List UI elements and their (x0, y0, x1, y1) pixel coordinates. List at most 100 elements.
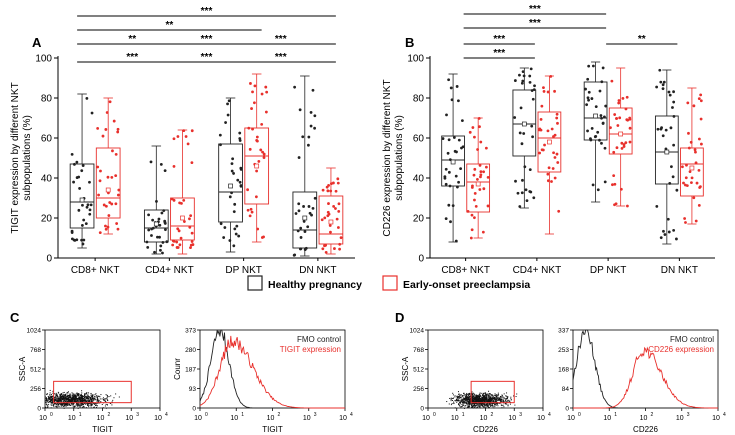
event-dot (62, 405, 64, 407)
event-dot (474, 397, 476, 399)
event-dot (62, 403, 64, 405)
event-dot (83, 399, 85, 401)
event-dot (484, 401, 486, 403)
data-point (553, 176, 557, 180)
event-dot (495, 400, 497, 402)
event-dot (509, 400, 511, 402)
event-dot (462, 401, 464, 403)
data-point (661, 134, 665, 138)
event-dot (56, 397, 58, 399)
event-dot (473, 401, 475, 403)
data-point (190, 161, 194, 165)
data-point (190, 129, 194, 133)
event-dot (471, 395, 473, 397)
data-point (255, 169, 259, 173)
significance-label: ** (638, 34, 646, 45)
event-dot (63, 405, 65, 407)
data-point (159, 248, 162, 252)
data-point (297, 156, 301, 159)
event-dot (71, 392, 73, 394)
event-dot (62, 398, 64, 400)
event-dot (473, 397, 475, 399)
event-dot (482, 404, 484, 406)
event-dot (80, 405, 82, 407)
event-dot (501, 407, 503, 409)
event-dot (57, 391, 59, 393)
event-dot (484, 396, 486, 398)
data-point (86, 203, 90, 207)
event-dot (481, 405, 483, 407)
event-dot (53, 400, 55, 402)
event-dot (59, 398, 61, 400)
data-point (260, 122, 264, 126)
event-dot (46, 393, 48, 395)
data-point (251, 127, 254, 131)
event-dot (473, 404, 475, 406)
event-dot (479, 398, 481, 400)
event-dot (77, 403, 79, 405)
event-dot (506, 403, 508, 405)
event-dot (98, 402, 100, 404)
event-dot (91, 400, 93, 402)
event-dot (59, 400, 61, 402)
event-dot (49, 398, 51, 400)
event-dot (491, 402, 493, 404)
event-dot (68, 400, 70, 402)
event-dot (72, 399, 74, 401)
event-dot (495, 398, 497, 400)
event-dot (73, 395, 75, 397)
data-point (327, 183, 330, 187)
event-dot (464, 401, 466, 403)
event-dot (488, 398, 490, 400)
data-point (669, 126, 673, 130)
event-dot (84, 401, 86, 403)
event-dot (56, 407, 58, 409)
data-point (622, 143, 626, 146)
x-tick-label: 10 (230, 415, 238, 422)
event-dot (56, 405, 58, 407)
event-dot (68, 397, 70, 399)
event-dot (497, 400, 499, 402)
event-dot (501, 396, 503, 398)
data-point (586, 77, 590, 81)
data-point (301, 135, 305, 139)
x-tick-label: 10 (97, 415, 105, 422)
data-point (555, 112, 559, 116)
data-point (332, 204, 336, 208)
event-dot (490, 399, 492, 401)
event-dot (61, 400, 63, 402)
event-dot (62, 396, 64, 398)
data-point (540, 104, 544, 108)
event-dot (78, 394, 80, 396)
event-dot (95, 399, 97, 401)
data-point (329, 182, 333, 186)
data-point (299, 226, 303, 230)
event-dot (469, 395, 471, 397)
data-point (190, 231, 194, 235)
data-point (145, 240, 149, 244)
event-dot (65, 397, 67, 399)
data-point (694, 219, 698, 223)
x-tick-exponent: 2 (108, 412, 111, 418)
event-dot (488, 403, 490, 405)
event-dot (74, 400, 76, 402)
event-dot (468, 406, 470, 408)
histogram-curve (572, 329, 718, 409)
significance-label: *** (493, 48, 505, 59)
data-point (453, 149, 457, 153)
event-dot (60, 399, 62, 401)
event-dot (91, 398, 93, 400)
data-point (628, 116, 632, 120)
event-dot (67, 397, 69, 399)
event-dot (82, 401, 84, 403)
data-point (550, 127, 554, 131)
data-point (306, 225, 310, 229)
event-dot (61, 404, 63, 406)
event-dot (64, 401, 66, 403)
event-dot (48, 401, 50, 403)
x-tick-label: 10 (194, 415, 202, 422)
event-dot (96, 396, 98, 398)
event-dot (78, 405, 80, 407)
event-dot (46, 398, 48, 400)
